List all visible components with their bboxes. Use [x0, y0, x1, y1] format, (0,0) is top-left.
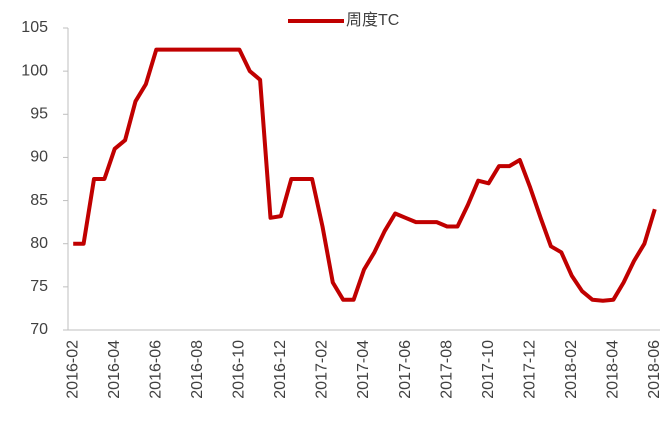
- x-tick-label: 2018-04: [604, 340, 621, 399]
- x-tick-label: 2017-06: [397, 340, 414, 399]
- x-tick-label: 2017-10: [480, 340, 497, 399]
- y-tick-label: 80: [30, 235, 48, 252]
- x-tick-label: 2016-06: [147, 340, 164, 399]
- y-tick-label: 95: [30, 106, 48, 123]
- x-tick-label: 2017-02: [314, 340, 331, 399]
- y-tick-label: 85: [30, 192, 48, 209]
- x-tick-label: 2018-06: [646, 340, 663, 399]
- y-tick-label: 105: [21, 19, 48, 36]
- x-tick-label: 2016-08: [189, 340, 206, 399]
- x-tick-label: 2016-04: [106, 340, 123, 399]
- y-tick-label: 75: [30, 278, 48, 295]
- x-tick-label: 2016-12: [272, 340, 289, 399]
- legend-label: 周度TC: [346, 11, 399, 29]
- y-tick-label: 100: [21, 62, 48, 79]
- x-tick-label: 2016-10: [231, 340, 248, 399]
- x-tick-label: 2016-02: [64, 340, 81, 399]
- x-tick-label: 2017-04: [355, 340, 372, 399]
- x-tick-label: 2017-08: [438, 340, 455, 399]
- y-tick-label: 70: [30, 321, 48, 338]
- line-series: [73, 47, 657, 303]
- x-tick-label: 2018-02: [563, 340, 580, 399]
- x-tick-label: 2017-12: [521, 340, 538, 399]
- y-tick-label: 90: [30, 149, 48, 166]
